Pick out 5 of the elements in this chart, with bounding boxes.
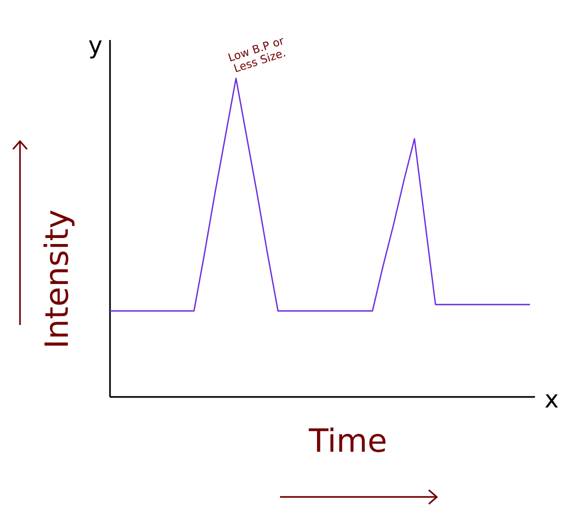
text: y xyxy=(88,40,102,58)
x-axis-title: Time xyxy=(308,427,386,452)
text: Low B.P or Less Size. xyxy=(228,38,286,72)
text: x xyxy=(545,394,558,408)
y-axis-title: Intensity xyxy=(44,210,74,346)
